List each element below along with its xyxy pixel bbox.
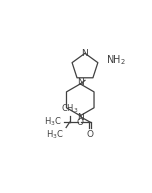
Text: N: N (77, 113, 84, 122)
Text: O: O (87, 130, 94, 139)
Text: NH$_2$: NH$_2$ (105, 53, 125, 67)
Text: N: N (77, 78, 84, 87)
Text: N: N (82, 49, 88, 58)
Text: O: O (76, 118, 83, 127)
Text: H$_3$C: H$_3$C (44, 116, 62, 129)
Text: H$_3$C: H$_3$C (46, 129, 64, 141)
Text: CH$_3$: CH$_3$ (61, 102, 78, 115)
